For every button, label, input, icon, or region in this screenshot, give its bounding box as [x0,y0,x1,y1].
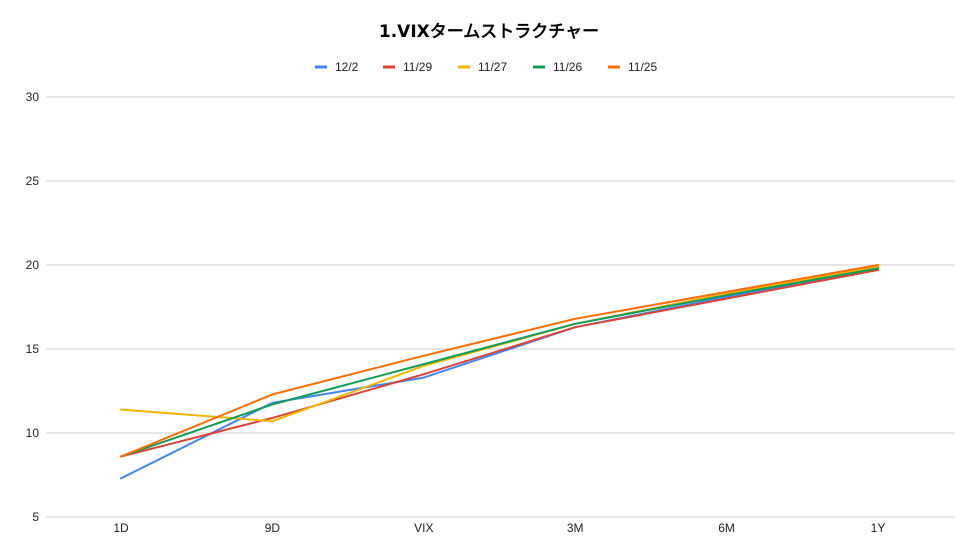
series-line-12-2 [120,267,879,480]
legend-label: 12/2 [335,60,359,74]
x-tick-label: 1Y [871,521,886,535]
x-axis-ticks: 1D 9D VIX 3M 6M 1Y [113,521,885,535]
legend-item: 12/2 [315,60,359,74]
legend-item: 11/26 [533,60,582,74]
grid-layer [46,96,955,518]
y-axis-ticks: 5 10 15 20 25 30 [26,90,40,524]
x-tick-label: 9D [265,521,281,535]
series-line-11-26 [120,267,879,458]
legend-label: 11/29 [403,60,432,74]
chart-title: 1.VIXタームストラクチャー [379,22,599,42]
legend-label: 11/26 [553,60,582,74]
legend-label: 11/27 [478,60,507,74]
legend: 12/2 11/29 11/27 11/26 11/25 [315,60,657,74]
y-tick-label: 15 [26,342,40,356]
legend-item: 11/25 [608,60,657,74]
series-lines [120,264,879,480]
y-tick-label: 10 [26,426,40,440]
y-tick-label: 20 [26,258,40,272]
legend-item: 11/29 [383,60,432,74]
y-tick-label: 25 [26,174,40,188]
y-tick-label: 5 [32,510,39,524]
series-line-11-25 [120,264,879,458]
legend-item: 11/27 [458,60,507,74]
x-tick-label: 1D [113,521,129,535]
legend-label: 11/25 [628,60,657,74]
x-tick-label: 6M [718,521,735,535]
x-tick-label: 3M [567,521,584,535]
x-tick-label: VIX [414,521,433,535]
y-tick-label: 30 [26,90,40,104]
series-line-11-29 [120,269,879,458]
